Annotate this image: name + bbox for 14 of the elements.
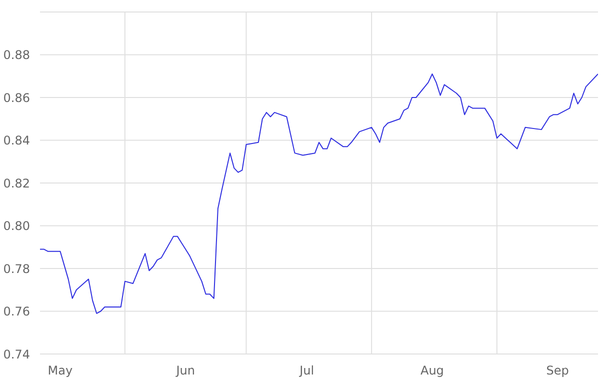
y-tick-label: 0.86 — [3, 90, 30, 105]
y-tick-label: 0.78 — [3, 262, 30, 276]
y-tick-label: 0.74 — [3, 347, 30, 362]
y-tick-label: 0.80 — [3, 219, 30, 234]
y-tick-label: 0.82 — [3, 176, 30, 190]
y-tick-label: 0.88 — [3, 48, 30, 62]
y-tick-label: 0.84 — [3, 134, 30, 148]
y-tick-label: 0.76 — [3, 304, 30, 319]
x-tick-label: May — [48, 364, 73, 378]
x-tick-label: Aug — [420, 364, 444, 378]
x-tick-label: Jun — [175, 364, 195, 378]
x-tick-label: Sep — [546, 364, 569, 378]
x-tick-label: Jul — [298, 364, 314, 378]
line-series — [40, 73, 598, 314]
